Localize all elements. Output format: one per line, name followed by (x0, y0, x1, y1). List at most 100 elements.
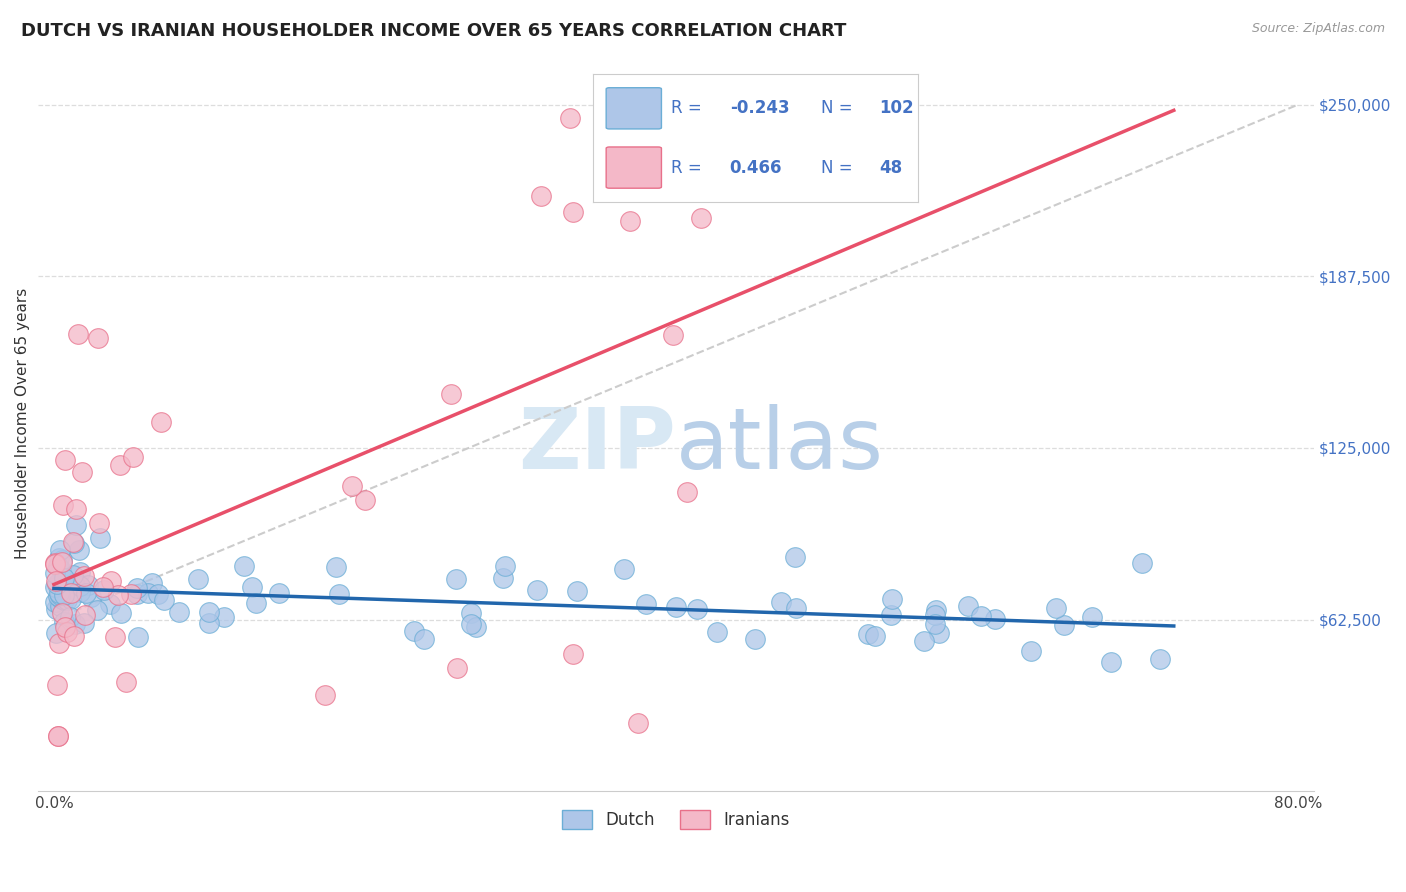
Point (494, 558, 516, 573)
Point (150, 415, 173, 429)
Point (48, 636, 70, 650)
Point (928, 626, 950, 640)
Point (87, 516, 110, 530)
Point (52, 578, 75, 592)
Point (690, 211, 713, 225)
Point (970, 608, 993, 623)
Point (69, 579, 91, 593)
Point (120, 587, 142, 601)
Point (91, 580, 114, 594)
Point (413, 632, 436, 647)
Point (1053, 618, 1076, 632)
Point (686, 602, 709, 616)
Point (530, 188, 553, 202)
Point (627, 112, 650, 126)
Point (914, 634, 936, 648)
Point (1130, 556, 1153, 570)
Text: ZIP: ZIP (519, 404, 676, 487)
Point (48, 542, 70, 557)
Point (80, 590, 103, 604)
Point (984, 612, 1007, 626)
Point (127, 587, 149, 601)
Point (67, 327, 90, 342)
Point (198, 605, 221, 619)
Point (627, 715, 650, 730)
Point (44, 595, 66, 609)
Point (662, 327, 685, 342)
Point (44, 580, 66, 594)
Point (1045, 601, 1067, 615)
Point (342, 478, 364, 492)
Point (46, 678, 69, 692)
Point (69, 565, 91, 579)
Point (46, 589, 69, 603)
Point (45, 577, 67, 591)
Point (619, 214, 641, 228)
Point (48, 551, 70, 566)
Point (49, 588, 72, 602)
Point (53, 592, 76, 607)
Point (744, 632, 766, 646)
Point (69, 584, 91, 599)
Point (956, 599, 979, 613)
Point (924, 616, 946, 631)
Point (924, 608, 946, 623)
Point (1099, 655, 1122, 669)
Point (446, 661, 468, 675)
Point (460, 606, 482, 620)
Point (45, 574, 67, 588)
Point (354, 493, 377, 508)
Point (63, 575, 86, 590)
Point (55, 593, 77, 607)
Point (100, 574, 122, 589)
Point (404, 624, 426, 638)
Point (51, 553, 73, 567)
Point (267, 586, 290, 600)
Text: DUTCH VS IRANIAN HOUSEHOLDER INCOME OVER 65 YEARS CORRELATION CHART: DUTCH VS IRANIAN HOUSEHOLDER INCOME OVER… (21, 22, 846, 40)
Point (880, 592, 903, 607)
Point (108, 458, 131, 472)
Point (706, 625, 728, 640)
Point (233, 558, 256, 573)
Point (314, 688, 336, 702)
Point (69, 577, 91, 591)
Point (620, 165, 643, 179)
Point (783, 550, 806, 565)
Point (46, 729, 69, 743)
Point (48, 729, 70, 743)
Legend: Dutch, Iranians: Dutch, Iranians (555, 804, 796, 836)
Point (44, 566, 66, 581)
Point (48, 599, 70, 614)
Point (526, 582, 548, 597)
Point (89, 531, 111, 545)
Point (62, 629, 84, 643)
Point (53, 571, 76, 585)
Point (245, 596, 267, 610)
Point (567, 584, 589, 599)
Point (45, 626, 67, 640)
Point (48, 585, 70, 599)
Point (48, 591, 70, 606)
Point (141, 576, 163, 591)
Point (558, 112, 581, 126)
Point (44, 556, 66, 570)
Point (51, 555, 73, 569)
Point (110, 606, 132, 620)
Point (59, 578, 82, 592)
Point (676, 484, 699, 499)
Point (880, 608, 903, 623)
Point (53, 588, 76, 602)
Point (122, 450, 145, 465)
Point (440, 387, 463, 401)
Point (167, 606, 190, 620)
Point (75, 607, 97, 622)
Point (858, 627, 880, 641)
Point (114, 675, 136, 690)
Point (925, 603, 948, 617)
Point (863, 629, 886, 643)
Point (613, 562, 636, 576)
Point (98, 597, 121, 611)
Point (636, 597, 658, 611)
Point (325, 559, 347, 574)
Point (444, 573, 467, 587)
